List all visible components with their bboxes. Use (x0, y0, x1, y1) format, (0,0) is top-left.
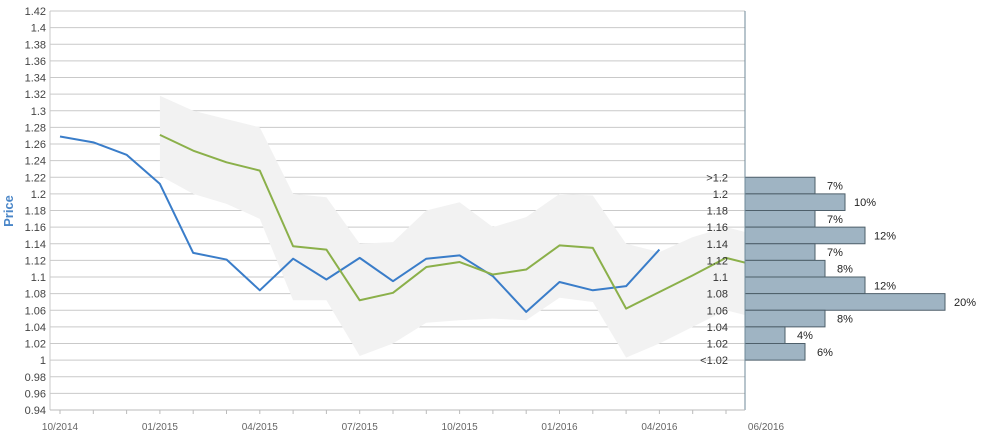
forecast-band-layer (159, 95, 760, 358)
distribution-bar (744, 276, 866, 295)
distribution-bar (744, 259, 826, 278)
distribution-bin-label: 1.18 (707, 206, 728, 218)
y-gridlines (50, 10, 745, 411)
x-tick-label: 01/2016 (541, 422, 578, 433)
distribution-percent-label: 7% (827, 181, 843, 193)
y-tick-label: 0.98 (25, 372, 46, 384)
distribution-bin-label: 1.14 (707, 239, 728, 251)
distribution-bin-label: 1.02 (707, 339, 728, 351)
y-tick-label: 1.2 (31, 189, 46, 201)
y-tick-label: 1.18 (25, 206, 46, 218)
distribution-bin-label: 1.16 (707, 222, 728, 234)
y-tick-label: 1.1 (31, 272, 46, 284)
y-tick-label: 1.42 (25, 6, 46, 18)
y-tick-label: 1.32 (25, 89, 46, 101)
distribution-bin-label: >1.2 (706, 172, 728, 184)
y-tick-label: 0.96 (25, 388, 46, 400)
distribution-percent-label: 7% (827, 214, 843, 226)
distribution-bar (744, 176, 816, 195)
distribution-percent-label: 8% (837, 264, 853, 276)
x-tick-label: 07/2015 (342, 422, 379, 433)
distribution-bin-label: 1.1 (713, 272, 728, 284)
y-tick-label: 1.04 (25, 322, 46, 334)
y-tick-label: 1.08 (25, 289, 46, 301)
x-tick-label: 01/2015 (142, 422, 179, 433)
y-tick-label: 1 (40, 355, 46, 367)
y-tick-label: 1.3 (31, 106, 46, 118)
y-tick-label: 1.34 (25, 73, 46, 85)
series-layer (59, 133, 760, 313)
distribution-percent-label: 12% (874, 280, 896, 292)
distribution-bin-label: <1.02 (700, 355, 728, 367)
y-tick-label: 1.24 (25, 156, 46, 168)
distribution-bar (744, 343, 806, 361)
distribution-bar (744, 326, 786, 344)
distribution-bin-label: 1.12 (707, 255, 728, 267)
distribution-bar (744, 309, 826, 328)
y-tick-label: 1.02 (25, 339, 46, 351)
distribution-percent-label: 7% (827, 247, 843, 259)
x-tick-label: 04/2015 (242, 422, 279, 433)
x-tick-label: 10/2015 (442, 422, 479, 433)
y-tick-label: 1.12 (25, 255, 46, 267)
distribution-bin-label: 1.04 (707, 322, 728, 334)
axes (49, 11, 746, 414)
distribution-bar (744, 293, 946, 311)
distribution-percent-label: 8% (837, 314, 853, 326)
y-tick-label: 1.22 (25, 172, 46, 184)
distribution-bar (744, 226, 866, 245)
distribution-percent-label: 10% (854, 197, 876, 209)
y-tick-label: 1.36 (25, 56, 46, 68)
y-tick-label: 1.38 (25, 39, 46, 51)
distribution-percent-label: 12% (874, 230, 896, 242)
y-tick-label: 1.26 (25, 139, 46, 151)
distribution-bar (744, 210, 816, 228)
x-tick-labels: 10/2014 01/2015 04/2015 07/2015 10/2015 01/20… (42, 422, 785, 433)
distribution-bin-label: 1.08 (707, 289, 728, 301)
distribution-percent-label: 20% (954, 297, 976, 309)
y-tick-label: 1.28 (25, 122, 46, 134)
x-tick-label: 06/2016 (748, 422, 785, 433)
distribution-bar (744, 193, 846, 211)
x-tick-label: 10/2014 (42, 422, 79, 433)
distribution-bin-labels: 7% 10% 7% 12% 7% 8% 12% 20% 8% 4% 6% >1.2 1.2 1.18 1.1… (700, 172, 976, 367)
y-axis-label: Price (1, 195, 16, 227)
y-tick-labels: 0.94 0.96 0.98 1 1.02 1.04 1.06 1.08 1.1 1.12 1.14… (25, 6, 46, 417)
distribution-bar (744, 243, 816, 261)
y-tick-label: 1.16 (25, 222, 46, 234)
distribution-percent-label: 6% (817, 347, 833, 359)
distribution-bin-label: 1.06 (707, 305, 728, 317)
distribution-percent-label: 4% (797, 330, 813, 342)
forecast-band (159, 95, 760, 358)
y-tick-label: 1.4 (31, 23, 46, 35)
y-tick-label: 1.14 (25, 239, 46, 251)
x-tick-label: 04/2016 (641, 422, 678, 433)
y-tick-label: 1.06 (25, 305, 46, 317)
distribution-bin-label: 1.2 (713, 189, 728, 201)
y-tick-label: 0.94 (25, 405, 46, 417)
